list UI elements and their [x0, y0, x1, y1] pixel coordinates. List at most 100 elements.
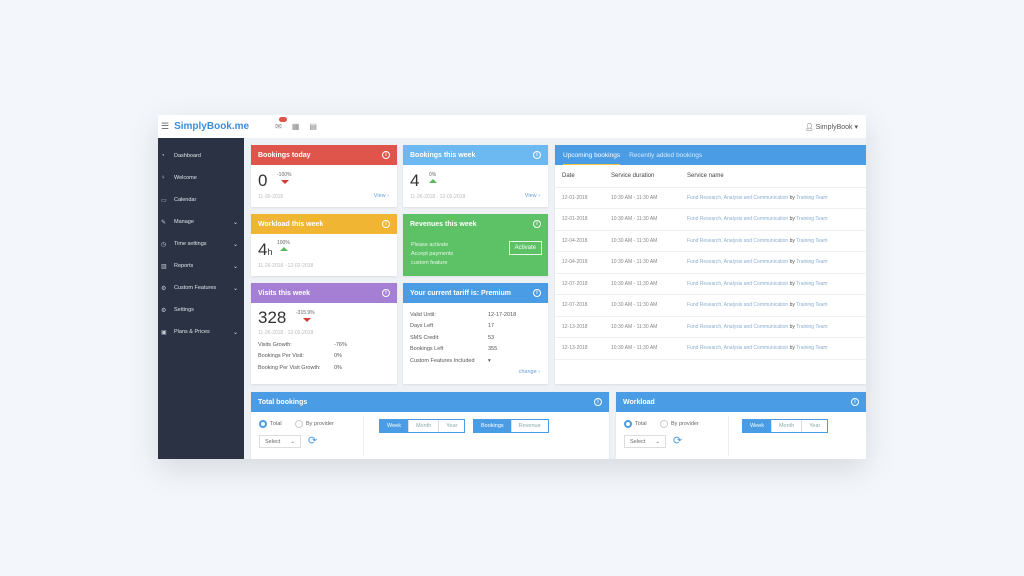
booking-duration: 10:30 AM - 11:30 AM: [604, 230, 680, 252]
info-icon[interactable]: i: [533, 220, 541, 228]
info-icon[interactable]: i: [533, 289, 541, 297]
provider-select[interactable]: Select ⌄: [259, 435, 301, 448]
sidebar-item-plans-prices[interactable]: ▣ Plans & Prices ⌄: [158, 321, 244, 343]
schedule-icon[interactable]: ▤: [309, 122, 317, 131]
sidebar-item-manage[interactable]: ✎ Manage ⌄: [158, 211, 244, 233]
info-icon[interactable]: i: [594, 398, 602, 406]
card-title: Workload this week: [258, 220, 324, 228]
provider-link[interactable]: Training Team: [796, 237, 828, 244]
period-week-button[interactable]: Week: [743, 420, 771, 432]
provider-link[interactable]: Training Team: [796, 280, 828, 287]
sidebar-item-label: Reports: [174, 263, 194, 269]
user-menu[interactable]: 👤︎ SimplyBook ▾: [804, 123, 858, 131]
sidebar-item-dashboard[interactable]: ◔ Dashboard: [158, 145, 244, 167]
radio-by-provider[interactable]: By provider: [660, 420, 699, 428]
provider-link[interactable]: Training Team: [796, 216, 828, 223]
up-arrow-icon: [429, 179, 437, 183]
mode-revenue-button[interactable]: Revenue: [510, 420, 548, 432]
provider-link[interactable]: Training Team: [796, 323, 828, 330]
table-row[interactable]: 12-07-2018 10:30 AM - 11:30 AM Fund Resear…: [555, 273, 866, 295]
refresh-icon[interactable]: ⟳: [308, 435, 318, 447]
logo[interactable]: SimplyBook.me: [174, 121, 250, 132]
column-header-date: Date: [555, 165, 604, 188]
info-icon[interactable]: i: [382, 289, 390, 297]
service-link[interactable]: Fund Research, Analysis and Communicatio…: [687, 194, 789, 201]
card-value: 4: [410, 171, 420, 190]
service-link[interactable]: Fund Research, Analysis and Communicatio…: [687, 237, 789, 244]
sidebar-item-settings[interactable]: ⚙ Settings: [158, 299, 244, 321]
period-month-button[interactable]: Month: [407, 420, 438, 432]
pencil-icon: ✎: [161, 219, 167, 226]
tab-recently-added[interactable]: Recently added bookings: [629, 151, 703, 159]
card-tariff: Your current tariff is: Premium i Valid U…: [403, 283, 548, 384]
up-arrow-icon: [280, 247, 288, 251]
info-icon[interactable]: i: [382, 220, 390, 228]
service-link[interactable]: Fund Research, Analysis and Communicatio…: [687, 345, 789, 352]
booking-duration: 10:30 AM - 11:30 AM: [604, 273, 680, 295]
booking-duration: 10:30 AM - 11:30 AM: [604, 294, 680, 317]
bookings-panel: Upcoming bookings Recently added booking…: [555, 145, 866, 384]
radio-total[interactable]: Total: [624, 420, 647, 428]
period-year-button[interactable]: Year: [438, 420, 464, 432]
table-row[interactable]: 12-04-2018 10:30 AM - 11:30 AM Fund Resear…: [555, 251, 866, 274]
table-row[interactable]: 12-04-2018 10:30 AM - 11:30 AM Fund Resear…: [555, 230, 866, 252]
provider-link[interactable]: Training Team: [796, 259, 828, 266]
radio-by-provider[interactable]: By provider: [295, 420, 334, 428]
service-link[interactable]: Fund Research, Analysis and Communicatio…: [687, 323, 789, 330]
gear-icon: ⚙: [161, 307, 167, 314]
booking-date: 12-01-2018: [555, 187, 604, 209]
table-row[interactable]: 12-01-2018 10:30 AM - 11:30 AM Fund Resear…: [555, 208, 866, 231]
view-link[interactable]: View ›: [373, 193, 389, 199]
info-icon[interactable]: i: [382, 151, 390, 159]
service-link[interactable]: Fund Research, Analysis and Communicatio…: [687, 259, 789, 266]
booking-date: 12-04-2018: [555, 230, 604, 252]
provider-select[interactable]: Select ⌄: [624, 435, 666, 448]
sidebar-item-custom-features[interactable]: ⚙ Custom Features ⌄: [158, 277, 244, 299]
radio-total[interactable]: Total: [259, 420, 282, 428]
menu-icon[interactable]: ☰: [161, 121, 170, 131]
card-title: Revenues this week: [410, 220, 477, 228]
sidebar-item-label: Dashboard: [174, 153, 201, 159]
provider-link[interactable]: Training Team: [796, 302, 828, 309]
service-link[interactable]: Fund Research, Analysis and Communicatio…: [687, 216, 789, 223]
info-icon[interactable]: i: [533, 151, 541, 159]
info-icon[interactable]: i: [851, 398, 859, 406]
gears-icon: ⚙: [161, 285, 167, 292]
booking-date: 12-07-2018: [555, 273, 604, 295]
refresh-icon[interactable]: ⟳: [673, 435, 683, 447]
provider-link[interactable]: Training Team: [796, 194, 828, 201]
table-row[interactable]: 12-01-2018 10:30 AM - 11:30 AM Fund Resear…: [555, 187, 866, 209]
period-month-button[interactable]: Month: [770, 420, 801, 432]
table-row[interactable]: 12-07-2018 10:30 AM - 11:30 AM Fund Resear…: [555, 294, 866, 317]
tariff-row: SMS Credit 53: [410, 334, 495, 341]
service-link[interactable]: Fund Research, Analysis and Communicatio…: [687, 280, 789, 287]
view-link[interactable]: View ›: [524, 193, 540, 199]
tab-upcoming-bookings[interactable]: Upcoming bookings: [563, 146, 621, 165]
sidebar-item-time-settings[interactable]: ◷ Time settings ⌄: [158, 233, 244, 255]
period-year-button[interactable]: Year: [801, 420, 827, 432]
mode-bookings-button[interactable]: Bookings: [474, 420, 511, 432]
sidebar-item-reports[interactable]: ▥ Reports ⌄: [158, 255, 244, 277]
top-bar: ☰ SimplyBook.me ✉ ▦ ▤ 👤︎ SimplyBook ▾: [158, 115, 866, 138]
booking-date: 12-04-2018: [555, 251, 604, 274]
sidebar-item-calendar[interactable]: ▭ Calendar: [158, 189, 244, 211]
clock-icon: ◷: [161, 241, 167, 248]
activate-button[interactable]: Activate: [508, 241, 542, 255]
period-week-button[interactable]: Week: [380, 420, 408, 432]
change-link[interactable]: change ›: [518, 369, 540, 375]
service-link[interactable]: Fund Research, Analysis and Communicatio…: [687, 302, 789, 309]
sidebar-item-label: Time settings: [174, 241, 207, 247]
chevron-down-icon: ⌄: [232, 263, 238, 270]
chevron-down-icon: ⌄: [232, 329, 238, 336]
card-value: 0: [258, 171, 268, 190]
total-bookings-panel: Total bookings i Total By provider Select…: [251, 392, 609, 459]
table-row[interactable]: 12-13-2018 10:30 AM - 11:30 AM Fund Resear…: [555, 337, 866, 360]
sidebar-item-welcome[interactable]: ♀ Welcome: [158, 167, 244, 189]
table-row[interactable]: 12-13-2018 10:30 AM - 11:30 AM Fund Resear…: [555, 316, 866, 338]
chevron-down-icon: ⌄: [232, 219, 238, 226]
chevron-down-icon: ⌄: [232, 285, 238, 292]
calendar-icon[interactable]: ▦: [291, 122, 300, 131]
mail-icon[interactable]: ✉: [275, 122, 282, 131]
booking-duration: 10:30 AM - 11:30 AM: [604, 316, 680, 338]
provider-link[interactable]: Training Team: [796, 345, 828, 352]
